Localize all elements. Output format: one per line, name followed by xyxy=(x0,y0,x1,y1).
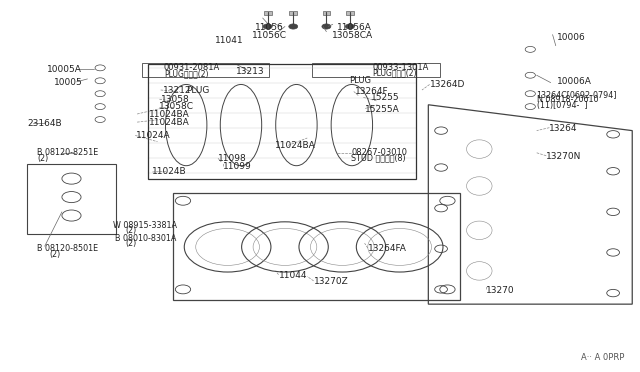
Text: 13213: 13213 xyxy=(236,67,264,76)
Text: 10005A: 10005A xyxy=(47,65,82,74)
Text: 13270: 13270 xyxy=(486,286,515,295)
Circle shape xyxy=(263,24,272,29)
Text: 13270Z: 13270Z xyxy=(314,278,348,286)
Text: 11044: 11044 xyxy=(278,271,307,280)
Text: 13264F: 13264F xyxy=(355,87,388,96)
Text: 13264C[0692-0794]: 13264C[0692-0794] xyxy=(537,90,617,99)
Text: 11024BA: 11024BA xyxy=(275,141,316,150)
Text: 11024A: 11024A xyxy=(136,131,170,140)
Text: 23164B: 23164B xyxy=(28,119,62,128)
Text: N 08918-20610: N 08918-20610 xyxy=(537,96,598,105)
Text: 11099: 11099 xyxy=(223,162,252,171)
Text: 13264: 13264 xyxy=(549,124,578,133)
Text: PLUGプラグ(2): PLUGプラグ(2) xyxy=(164,69,209,78)
Text: 13270N: 13270N xyxy=(546,152,582,161)
Text: 15255A: 15255A xyxy=(365,105,400,114)
Text: 15255: 15255 xyxy=(371,93,399,102)
Text: 11056: 11056 xyxy=(255,23,284,32)
Text: 11056C: 11056C xyxy=(252,31,287,40)
Bar xyxy=(346,11,354,15)
Text: 00931-2081A: 00931-2081A xyxy=(164,63,220,72)
Text: 11024BA: 11024BA xyxy=(148,118,189,126)
Text: PLUG: PLUG xyxy=(186,86,209,94)
Text: (11)[0794-  ]: (11)[0794- ] xyxy=(537,101,588,110)
Bar xyxy=(312,62,440,77)
Text: 11024BA: 11024BA xyxy=(148,109,189,119)
Text: 00933-1301A: 00933-1301A xyxy=(372,62,429,72)
Bar xyxy=(289,11,297,15)
Circle shape xyxy=(289,24,298,29)
Text: B 08010-8301A: B 08010-8301A xyxy=(115,234,176,243)
Text: PLUGプラグ(2): PLUGプラグ(2) xyxy=(372,68,417,77)
Text: 10006: 10006 xyxy=(557,33,586,42)
Text: 11098: 11098 xyxy=(218,154,247,163)
Text: B 08120-8501E: B 08120-8501E xyxy=(37,244,98,253)
Circle shape xyxy=(322,24,331,29)
Text: 11041: 11041 xyxy=(215,36,243,45)
Bar xyxy=(323,11,330,15)
Text: 13058: 13058 xyxy=(161,95,189,104)
Text: (2): (2) xyxy=(49,250,60,259)
Text: W 08915-3381A: W 08915-3381A xyxy=(113,221,177,230)
Text: 11024B: 11024B xyxy=(152,167,187,176)
Text: 13058CA: 13058CA xyxy=(332,31,373,40)
Text: 13212: 13212 xyxy=(163,86,191,94)
Text: 10006A: 10006A xyxy=(557,77,592,86)
Bar xyxy=(264,11,271,15)
Text: (2): (2) xyxy=(125,226,137,235)
Text: 08267-03010: 08267-03010 xyxy=(351,148,407,157)
Text: STUD スタッド(8): STUD スタッド(8) xyxy=(351,154,406,163)
Text: B 08120-8251E: B 08120-8251E xyxy=(37,148,99,157)
Text: (2): (2) xyxy=(125,239,137,248)
Text: PLUG: PLUG xyxy=(349,76,371,84)
Bar xyxy=(141,62,269,77)
Text: 11056A: 11056A xyxy=(337,23,372,32)
Text: (2): (2) xyxy=(37,154,49,163)
Text: 13264FA: 13264FA xyxy=(368,244,406,253)
Text: 10005: 10005 xyxy=(54,78,83,87)
Text: 13058C: 13058C xyxy=(159,102,195,111)
Text: 13264D: 13264D xyxy=(429,80,465,89)
Text: A·· A 0PRP: A·· A 0PRP xyxy=(581,353,625,362)
Circle shape xyxy=(346,24,355,29)
